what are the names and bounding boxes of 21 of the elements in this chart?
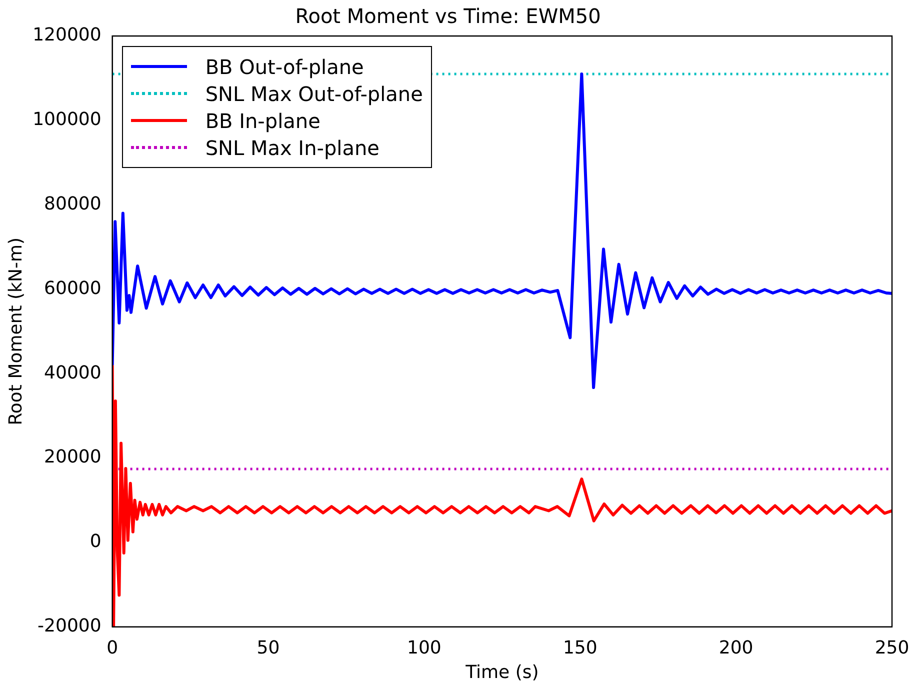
x-tick-label: 100 [407,637,442,658]
y-axis-title: Root Moment (kN-m) [5,237,26,426]
y-tick-label: 20000 [44,446,102,468]
y-tick-label: 40000 [44,362,102,384]
x-tick-label: 250 [874,637,910,658]
legend-label: BB In-plane [205,108,320,132]
x-tick-label: 150 [562,637,598,658]
x-tick-label: 50 [256,637,280,658]
x-tick-label: 200 [718,637,754,658]
x-axis-title: Time (s) [464,662,539,683]
x-tick-label: 0 [106,637,118,658]
y-tick-label: 60000 [44,278,102,299]
y-tick-label: 0 [90,531,102,552]
chart-title: Root Moment vs Time: EWM50 [295,4,601,28]
y-tick-label: 120000 [32,24,102,46]
y-tick-label: -20000 [38,615,102,636]
legend-label: SNL Max In-plane [205,136,380,160]
y-tick-label: 100000 [32,109,102,130]
legend-label: SNL Max Out-of-plane [205,82,423,106]
y-tick-label: 80000 [44,193,102,214]
legend-label: BB Out-of-plane [205,54,364,78]
